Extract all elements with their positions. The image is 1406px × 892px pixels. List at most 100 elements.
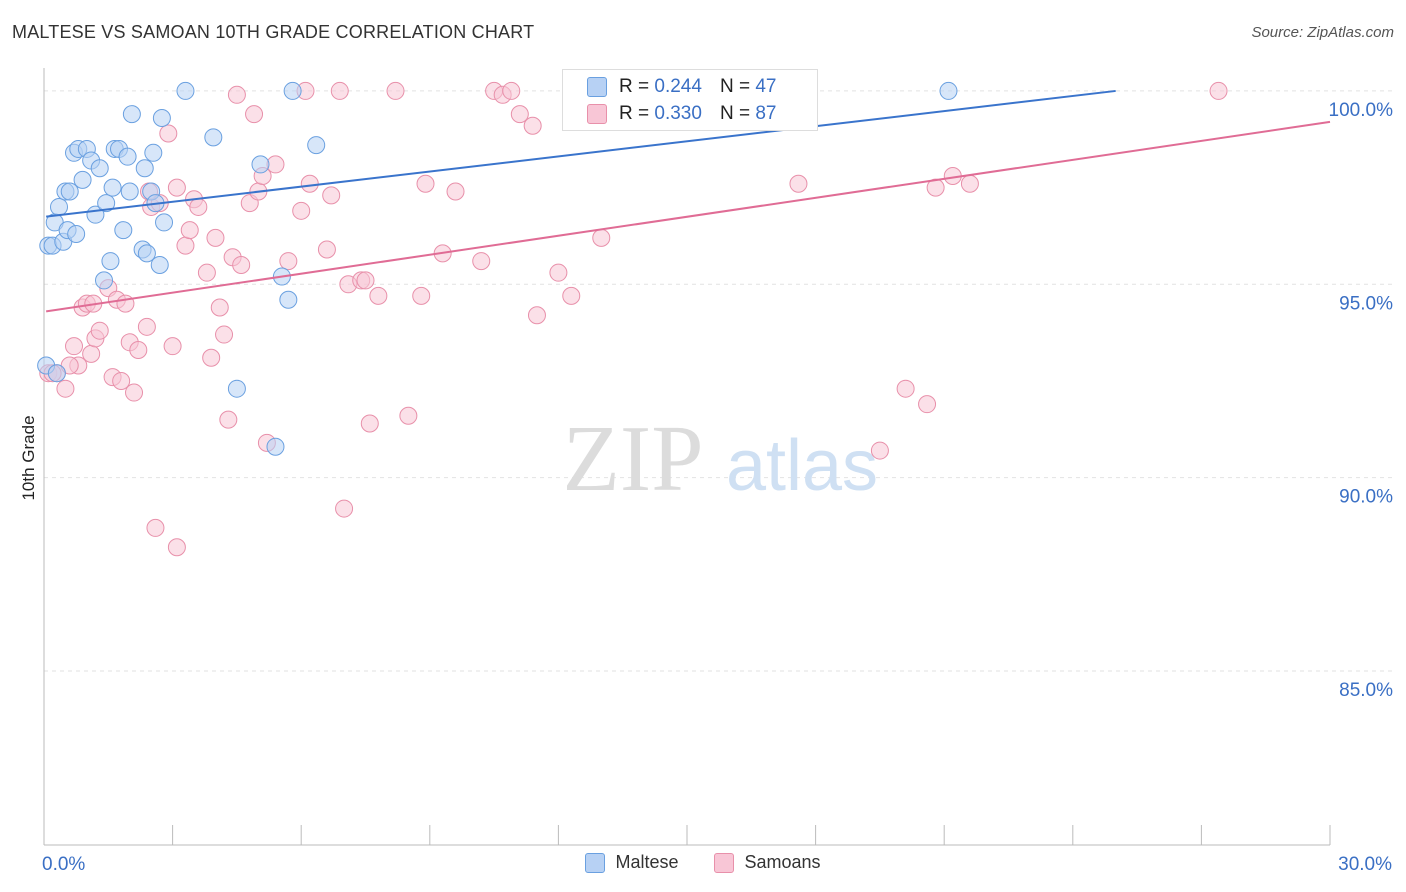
y-tick-label: 90.0% (1339, 487, 1393, 508)
point-samoans (412, 286, 431, 305)
legend-item-maltese[interactable]: Maltese (585, 852, 678, 873)
point-samoans (56, 379, 75, 398)
legend-item-samoans[interactable]: Samoans (714, 852, 821, 873)
point-maltese (114, 221, 133, 240)
point-samoans (116, 294, 135, 313)
point-samoans (416, 174, 435, 193)
point-samoans (167, 178, 186, 197)
point-samoans (232, 255, 251, 274)
point-maltese (266, 437, 285, 456)
point-samoans (1209, 81, 1228, 100)
point-samoans (918, 395, 937, 414)
point-samoans (399, 406, 418, 425)
point-samoans (322, 186, 341, 205)
point-samoans (300, 174, 319, 193)
point-maltese (176, 81, 195, 100)
point-maltese (67, 225, 86, 244)
point-samoans (292, 201, 311, 220)
point-maltese (279, 290, 298, 309)
stats-n-value: 47 (755, 76, 777, 97)
point-samoans (523, 116, 542, 135)
grid-lines (44, 90, 1392, 672)
stats-n-value: 87 (755, 103, 777, 124)
point-samoans (90, 321, 109, 340)
y-axis-label: 10th Grade (19, 415, 38, 500)
point-maltese (118, 147, 137, 166)
point-samoans (510, 105, 529, 124)
point-samoans (167, 538, 186, 557)
point-samoans (317, 240, 336, 259)
point-samoans (189, 197, 208, 216)
point-samoans (197, 263, 216, 282)
point-samoans (562, 286, 581, 305)
trend-line-maltese (46, 89, 1116, 218)
point-samoans (549, 263, 568, 282)
legend-swatch-samoans (714, 852, 735, 873)
point-samoans (386, 81, 405, 100)
point-samoans (360, 414, 379, 433)
stats-n-label: N = (719, 76, 751, 97)
stats-n-label: N = (719, 103, 751, 124)
watermark-zip: ZIP (563, 407, 704, 511)
point-samoans (279, 252, 298, 271)
point-maltese (204, 128, 223, 147)
stats-r-label: R = (619, 103, 650, 124)
point-samoans (446, 182, 465, 201)
y-tick-label: 95.0% (1339, 293, 1393, 314)
point-samoans (180, 221, 199, 240)
point-samoans (112, 371, 131, 390)
stats-r-value: 0.244 (654, 76, 702, 97)
point-maltese (152, 109, 171, 128)
point-samoans (146, 518, 165, 537)
watermark-atlas: atlas (726, 426, 878, 506)
point-maltese (137, 244, 156, 263)
stats-swatch-maltese (587, 77, 607, 97)
point-maltese (307, 136, 326, 155)
stats-r-label: R = (619, 76, 650, 97)
point-samoans (206, 228, 225, 247)
point-samoans (870, 441, 889, 460)
point-samoans (202, 348, 221, 367)
trend-line-samoans (45, 120, 1331, 313)
point-maltese (144, 143, 163, 162)
chart-title: MALTESE VS SAMOAN 10TH GRADE CORRELATION… (12, 22, 535, 42)
legend-swatch-maltese (585, 852, 606, 873)
stats-swatch-samoans (587, 104, 607, 124)
point-samoans (125, 383, 144, 402)
x-tick-label: 0.0% (42, 854, 85, 875)
point-maltese (50, 197, 69, 216)
point-samoans (65, 337, 84, 356)
chart-source: Source: ZipAtlas.com (1251, 24, 1394, 41)
watermark: ZIP atlas (563, 407, 879, 511)
point-maltese (95, 271, 114, 290)
y-tick-labels: 100.0% 95.0% 90.0% 85.0% (1329, 100, 1394, 701)
point-samoans (210, 298, 229, 317)
point-maltese (227, 379, 246, 398)
point-samoans (129, 341, 148, 360)
point-samoans (335, 499, 354, 518)
point-samoans (502, 81, 521, 100)
point-samoans (219, 410, 238, 429)
point-maltese (60, 182, 79, 201)
legend: Maltese Samoans (0, 852, 1406, 873)
point-maltese (122, 105, 141, 124)
point-maltese (47, 364, 66, 383)
point-samoans (176, 236, 195, 255)
point-samoans (82, 344, 101, 363)
point-samoans (789, 174, 808, 193)
stats-row-samoans: R = 0.330 N = 87 (587, 103, 776, 125)
y-tick-label: 100.0% (1329, 100, 1394, 121)
point-samoans (369, 286, 388, 305)
point-maltese (150, 255, 169, 274)
point-samoans (137, 317, 156, 336)
point-samoans (245, 105, 264, 124)
point-samoans (163, 337, 182, 356)
series-maltese (37, 81, 958, 456)
point-samoans (159, 124, 178, 143)
axes (43, 68, 1331, 846)
x-tick-label: 30.0% (1338, 854, 1392, 875)
point-samoans (960, 174, 979, 193)
point-samoans (266, 155, 285, 174)
point-maltese (120, 182, 139, 201)
